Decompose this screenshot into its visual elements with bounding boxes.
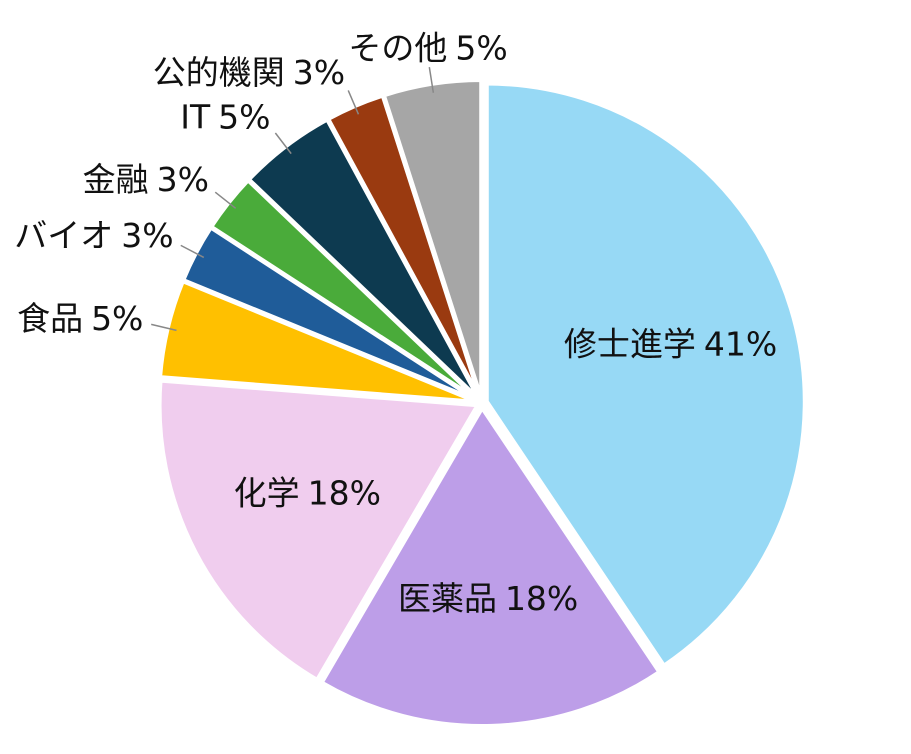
leader-line: [347, 90, 360, 115]
slice-category: 食品: [17, 299, 83, 338]
slice-value: 3%: [293, 52, 345, 91]
slice-category: 医薬品: [398, 579, 497, 618]
slice-category: 修士進学: [564, 324, 696, 363]
slice-category: その他: [348, 28, 447, 67]
pie-slice: [318, 404, 663, 728]
slice-label: 公的機関 3%: [153, 52, 345, 91]
slice-value: 5%: [455, 28, 507, 67]
slice-label: 化学 18%: [234, 473, 381, 512]
pie-slice: [484, 81, 807, 669]
slice-category: 化学: [234, 473, 300, 512]
pie-slice: [157, 378, 481, 683]
slice-label: 金融 3%: [83, 160, 209, 199]
slice-value: 5%: [218, 97, 270, 136]
leader-line: [274, 132, 292, 155]
leader-line: [428, 66, 435, 93]
slice-category: 金融: [83, 160, 149, 199]
slice-label: 医薬品 18%: [398, 579, 578, 618]
slice-value: 18%: [308, 473, 381, 512]
leader-line: [151, 323, 177, 332]
slice-value: 3%: [157, 160, 209, 199]
slice-label: その他 5%: [348, 28, 507, 67]
slice-value: 41%: [704, 324, 777, 363]
leader-line: [180, 244, 205, 259]
slice-label: 修士進学 41%: [564, 324, 777, 363]
slice-value: 3%: [121, 216, 173, 255]
slice-label: 食品 5%: [17, 299, 143, 338]
slice-label: IT 5%: [180, 97, 270, 136]
leader-line: [214, 191, 237, 209]
slice-category: 公的機関: [153, 52, 285, 91]
slice-category: IT: [180, 97, 211, 136]
slice-category: バイオ: [14, 216, 113, 255]
slice-value: 18%: [505, 579, 578, 618]
slice-label: バイオ 3%: [14, 216, 173, 255]
slice-value: 5%: [91, 299, 143, 338]
